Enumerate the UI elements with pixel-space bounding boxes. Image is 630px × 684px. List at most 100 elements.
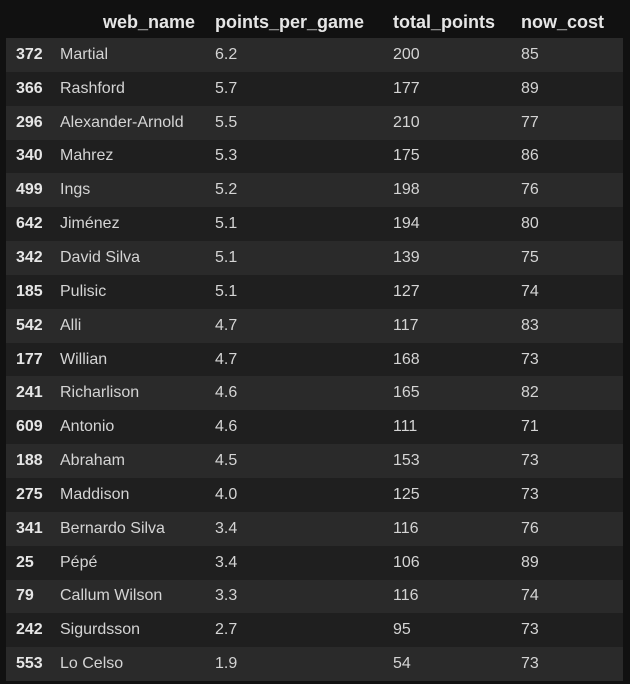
table-row: 188 Abraham 4.5 153 73 xyxy=(6,444,623,478)
cell-web-name: Rashford xyxy=(60,79,125,97)
cell-points-per-game: 5.1 xyxy=(215,215,238,233)
cell-now-cost: 74 xyxy=(521,282,539,300)
cell-total-points: 127 xyxy=(393,282,420,300)
cell-points-per-game: 6.2 xyxy=(215,45,238,63)
cell-total-points: 198 xyxy=(393,181,420,199)
cell-total-points: 177 xyxy=(393,79,420,97)
row-index: 79 xyxy=(16,587,34,605)
row-index: 499 xyxy=(16,181,43,199)
header-row: web_name points_per_game total_points no… xyxy=(6,6,623,38)
cell-points-per-game: 3.3 xyxy=(215,587,238,605)
cell-web-name: Jiménez xyxy=(60,215,120,233)
cell-web-name: David Silva xyxy=(60,248,141,266)
cell-web-name: Callum Wilson xyxy=(60,587,163,605)
cell-total-points: 168 xyxy=(393,350,420,368)
cell-now-cost: 75 xyxy=(521,248,539,266)
cell-now-cost: 71 xyxy=(521,418,539,436)
cell-now-cost: 83 xyxy=(521,316,539,334)
cell-total-points: 194 xyxy=(393,215,420,233)
table-header: web_name points_per_game total_points no… xyxy=(6,6,623,38)
row-index: 25 xyxy=(16,553,34,571)
cell-points-per-game: 4.7 xyxy=(215,316,238,334)
cell-points-per-game: 4.6 xyxy=(215,384,238,402)
row-index: 609 xyxy=(16,418,43,436)
cell-now-cost: 76 xyxy=(521,181,539,199)
cell-web-name: Bernardo Silva xyxy=(60,519,165,537)
cell-now-cost: 80 xyxy=(521,215,539,233)
table-row: 79 Callum Wilson 3.3 116 74 xyxy=(6,579,623,614)
row-index: 275 xyxy=(16,485,43,503)
table-row: 296 Alexander-Arnold 5.5 210 77 xyxy=(6,105,623,140)
cell-now-cost: 73 xyxy=(521,452,539,470)
cell-web-name: Antonio xyxy=(60,418,115,436)
table-row: 642 Jiménez 5.1 194 80 xyxy=(6,207,623,242)
row-index: 341 xyxy=(16,519,43,537)
cell-points-per-game: 3.4 xyxy=(215,553,238,571)
cell-total-points: 117 xyxy=(393,316,419,334)
cell-now-cost: 86 xyxy=(521,147,539,165)
cell-points-per-game: 5.5 xyxy=(215,113,238,131)
cell-total-points: 165 xyxy=(393,384,420,402)
cell-now-cost: 74 xyxy=(521,587,539,605)
cell-now-cost: 82 xyxy=(521,384,539,402)
cell-now-cost: 77 xyxy=(521,113,539,131)
table-row: 242 Sigurdsson 2.7 95 73 xyxy=(6,613,623,648)
index-header xyxy=(6,6,50,38)
cell-points-per-game: 5.2 xyxy=(215,181,238,199)
cell-total-points: 95 xyxy=(393,621,411,639)
cell-now-cost: 85 xyxy=(521,45,539,63)
table-row: 342 David Silva 5.1 139 75 xyxy=(6,241,623,275)
table-row: 542 Alli 4.7 117 83 xyxy=(6,308,623,343)
table-row: 609 Antonio 4.6 111 71 xyxy=(6,410,623,445)
cell-total-points: 139 xyxy=(393,248,420,266)
column-header-points-per-game: points_per_game xyxy=(205,6,383,38)
row-index: 553 xyxy=(16,655,43,673)
cell-points-per-game: 1.9 xyxy=(215,655,238,673)
cell-total-points: 116 xyxy=(393,587,419,605)
cell-points-per-game: 5.7 xyxy=(215,79,238,97)
cell-web-name: Richarlison xyxy=(60,384,140,402)
cell-points-per-game: 5.3 xyxy=(215,147,238,165)
row-index: 372 xyxy=(16,45,43,63)
column-header-total-points: total_points xyxy=(383,6,511,38)
cell-web-name: Ings xyxy=(60,181,91,199)
cell-points-per-game: 2.7 xyxy=(215,621,238,639)
cell-points-per-game: 5.1 xyxy=(215,282,238,300)
cell-points-per-game: 4.7 xyxy=(215,350,238,368)
table-row: 177 Willian 4.7 168 73 xyxy=(6,342,623,377)
row-index: 188 xyxy=(16,452,43,470)
column-header-now-cost: now_cost xyxy=(511,6,623,38)
cell-now-cost: 73 xyxy=(521,485,539,503)
cell-total-points: 116 xyxy=(393,519,419,537)
cell-now-cost: 73 xyxy=(521,621,539,639)
cell-web-name: Martial xyxy=(60,45,109,63)
cell-total-points: 175 xyxy=(393,147,420,165)
table-row: 340 Mahrez 5.3 175 86 xyxy=(6,139,623,174)
cell-points-per-game: 4.0 xyxy=(215,485,238,503)
row-index: 185 xyxy=(16,282,43,300)
cell-total-points: 106 xyxy=(393,553,420,571)
table-body: 372 Martial 6.2 200 85 366 Rashford 5.7 177 89 296… xyxy=(6,38,623,682)
row-index: 542 xyxy=(16,316,43,334)
cell-points-per-game: 3.4 xyxy=(215,519,238,537)
cell-now-cost: 89 xyxy=(521,79,539,97)
cell-web-name: Lo Celso xyxy=(60,655,124,673)
table-row: 185 Pulisic 5.1 127 74 xyxy=(6,274,623,309)
row-index: 177 xyxy=(16,350,43,368)
cell-total-points: 125 xyxy=(393,485,420,503)
cell-web-name: Sigurdsson xyxy=(60,621,141,639)
cell-web-name: Mahrez xyxy=(60,147,114,165)
cell-now-cost: 89 xyxy=(521,553,539,571)
cell-total-points: 210 xyxy=(393,113,420,131)
cell-now-cost: 73 xyxy=(521,655,539,673)
table-row: 25 Pépé 3.4 106 89 xyxy=(6,545,623,580)
row-index: 642 xyxy=(16,215,43,233)
dataframe-table: web_name points_per_game total_points no… xyxy=(6,6,623,682)
table-row: 241 Richarlison 4.6 165 82 xyxy=(6,376,623,411)
cell-points-per-game: 4.6 xyxy=(215,418,238,436)
table-row: 341 Bernardo Silva 3.4 116 76 xyxy=(6,511,623,546)
cell-web-name: Pulisic xyxy=(60,282,107,300)
cell-now-cost: 76 xyxy=(521,519,539,537)
row-index: 296 xyxy=(16,113,43,131)
